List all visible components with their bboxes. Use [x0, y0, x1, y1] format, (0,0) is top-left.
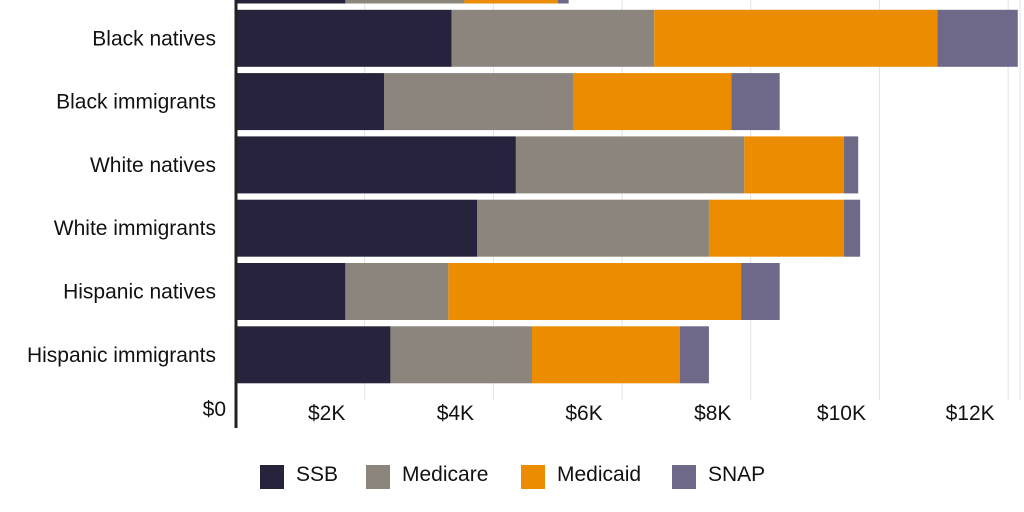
bar-segment-medicaid: [744, 136, 845, 194]
legend-label: Medicaid: [557, 463, 641, 486]
bar-segment-medicaid: [448, 263, 742, 320]
category-label: White natives: [90, 154, 216, 177]
category-label: White immigrants: [54, 217, 216, 240]
x-tick-label: $0: [203, 398, 226, 421]
category-label: Black natives: [92, 27, 216, 50]
category-label: Hispanic immigrants: [27, 344, 216, 367]
x-tick-label: $2K: [308, 402, 345, 425]
legend-label: SNAP: [708, 463, 765, 486]
bar-segment-snap: [741, 263, 780, 320]
bar-segment-medicaid: [708, 199, 845, 257]
category-label: Black immigrants: [56, 91, 216, 114]
bar-segment-medicare: [345, 263, 449, 320]
bar-segment-medicare: [451, 9, 655, 67]
bar-segment-snap: [557, 0, 569, 4]
bar-segment-snap: [731, 73, 780, 131]
bar-segment-ssb: [236, 326, 391, 384]
x-tick-label: $8K: [694, 402, 731, 425]
bar-segment-medicaid: [464, 0, 558, 4]
bar-segment-ssb: [236, 0, 346, 4]
bar-segment-snap: [844, 199, 861, 257]
bar-segment-ssb: [236, 136, 516, 194]
legend-label: Medicare: [402, 463, 488, 486]
bar-segment-medicare: [383, 73, 574, 131]
category-label: Hispanic natives: [63, 281, 216, 304]
legend-swatch-ssb: [260, 465, 284, 489]
bar-segment-ssb: [236, 9, 452, 67]
x-tick-label: $6K: [565, 402, 602, 425]
x-tick-label: $12K: [946, 402, 995, 425]
x-tick-label: $10K: [817, 402, 866, 425]
legend: SSB Medicare Medicaid SNAP: [260, 463, 765, 489]
legend-swatch-medicaid: [521, 465, 545, 489]
bar-segment-medicare: [515, 136, 745, 194]
legend-label: SSB: [296, 463, 338, 486]
x-tick-label: $4K: [437, 402, 474, 425]
bars: [236, 0, 1018, 384]
bar-segment-snap: [679, 326, 709, 384]
legend-swatch-snap: [672, 465, 696, 489]
bar-segment-snap: [937, 9, 1018, 67]
bar-segment-medicaid: [573, 73, 732, 131]
bar-segment-medicare: [345, 0, 465, 4]
bar-segment-ssb: [236, 263, 346, 320]
bar-segment-medicaid: [654, 9, 938, 67]
bar-segment-snap: [844, 136, 859, 194]
bar-segment-medicaid: [531, 326, 680, 384]
bar-segment-medicare: [477, 199, 709, 257]
category-labels: Black natives Black immigrants White nativ…: [27, 27, 216, 367]
legend-swatch-medicare: [366, 465, 390, 489]
bar-segment-ssb: [236, 73, 384, 131]
bar-segment-ssb: [236, 199, 478, 257]
bar-segment-medicare: [390, 326, 532, 384]
x-tick-labels: $0 $2K $4K $6K $8K $10K $12K: [203, 398, 995, 425]
